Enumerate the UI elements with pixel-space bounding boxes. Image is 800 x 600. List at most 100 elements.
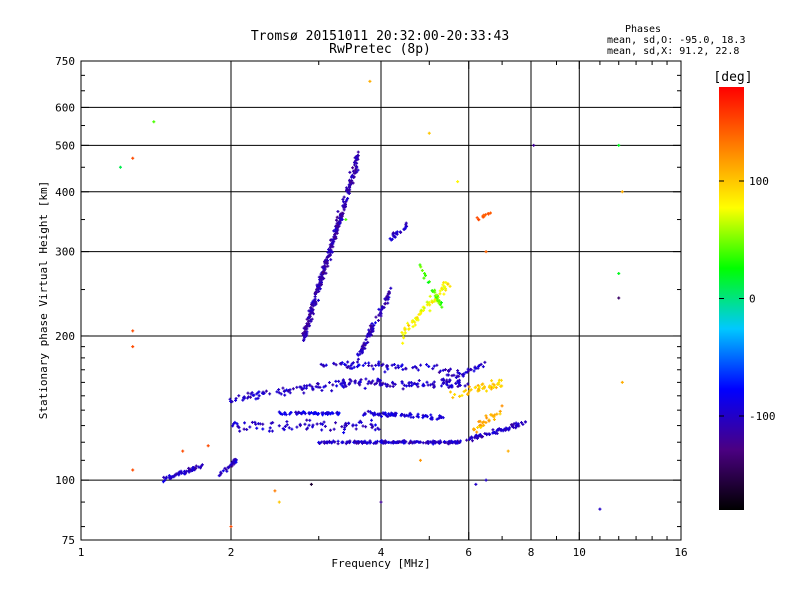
data-point [359, 378, 363, 382]
data-point [340, 361, 344, 365]
y-tick-label: 500 [55, 139, 75, 152]
data-point [488, 384, 492, 388]
data-point [490, 413, 494, 417]
data-point [514, 423, 518, 427]
data-point [254, 422, 258, 426]
data-point [370, 327, 374, 331]
data-point [433, 440, 437, 444]
data-point [485, 389, 489, 393]
data-point [318, 385, 322, 389]
data-point [409, 440, 413, 444]
data-point [484, 414, 488, 418]
x-tick-label: 8 [528, 546, 535, 559]
data-point [310, 425, 314, 429]
data-point [435, 293, 439, 297]
data-point [384, 382, 388, 386]
data-point [312, 312, 316, 316]
data-point [473, 436, 477, 440]
data-point [309, 319, 313, 323]
data-point [429, 417, 433, 421]
data-point [468, 389, 472, 393]
y-axis-ticks: 75 100 200 300 400 500 600 750 [55, 55, 681, 547]
data-point [368, 439, 372, 443]
data-point [421, 382, 425, 386]
data-point [279, 392, 283, 396]
data-point [367, 379, 371, 383]
data-point [385, 384, 389, 388]
data-point [323, 260, 327, 264]
data-point [345, 365, 349, 369]
data-point [484, 250, 488, 254]
data-point [416, 412, 420, 416]
data-point [287, 426, 291, 430]
data-point [316, 298, 320, 302]
data-point [356, 168, 360, 172]
data-point [337, 379, 341, 383]
data-point [251, 393, 255, 397]
data-point [168, 476, 172, 480]
data-point [180, 471, 184, 475]
data-point [303, 325, 307, 329]
data-point [416, 385, 420, 389]
data-points [118, 79, 624, 529]
data-point [360, 349, 364, 353]
data-point [493, 431, 497, 435]
data-point [476, 425, 480, 429]
data-point [343, 205, 347, 209]
data-point [301, 331, 305, 335]
data-point [247, 395, 251, 399]
data-point [404, 384, 408, 388]
data-point [231, 459, 235, 463]
data-point [491, 428, 495, 432]
data-point [620, 380, 624, 384]
data-point [470, 435, 474, 439]
data-point [416, 318, 420, 322]
data-point [287, 389, 291, 393]
data-point [320, 265, 324, 269]
data-point [228, 397, 232, 401]
data-point [416, 382, 420, 386]
data-point [363, 346, 367, 350]
data-point [283, 389, 287, 393]
data-point [493, 413, 497, 417]
data-point [441, 368, 445, 372]
data-point [307, 309, 311, 313]
data-point [485, 416, 489, 420]
data-point [301, 410, 305, 414]
data-point [436, 440, 440, 444]
data-point [417, 379, 421, 383]
data-point [426, 280, 430, 284]
data-point [503, 428, 507, 432]
data-point [367, 361, 371, 365]
data-point [337, 220, 341, 224]
data-point [431, 367, 435, 371]
y-axis-label: Stationary phase Virtual Height [km] [37, 181, 50, 419]
data-point [401, 333, 405, 337]
data-point [385, 294, 389, 298]
data-point [495, 412, 499, 416]
data-point [442, 292, 446, 296]
y-tick-label: 300 [55, 246, 75, 259]
data-point [413, 323, 417, 327]
data-point [310, 385, 314, 389]
data-point [419, 363, 423, 367]
data-point [363, 361, 367, 365]
data-point [373, 423, 377, 427]
data-point [409, 413, 413, 417]
data-point [407, 324, 411, 328]
data-point [268, 392, 272, 396]
data-point [481, 386, 485, 390]
data-point [309, 482, 313, 486]
data-point [377, 313, 381, 317]
data-point [322, 364, 326, 368]
data-point [328, 253, 332, 257]
data-point [319, 422, 323, 426]
data-point [355, 360, 359, 364]
data-point [407, 381, 411, 385]
data-point [352, 171, 356, 175]
data-point [374, 363, 378, 367]
data-point [423, 414, 427, 418]
data-point [319, 362, 323, 366]
data-point [481, 365, 485, 369]
data-point [268, 426, 272, 430]
